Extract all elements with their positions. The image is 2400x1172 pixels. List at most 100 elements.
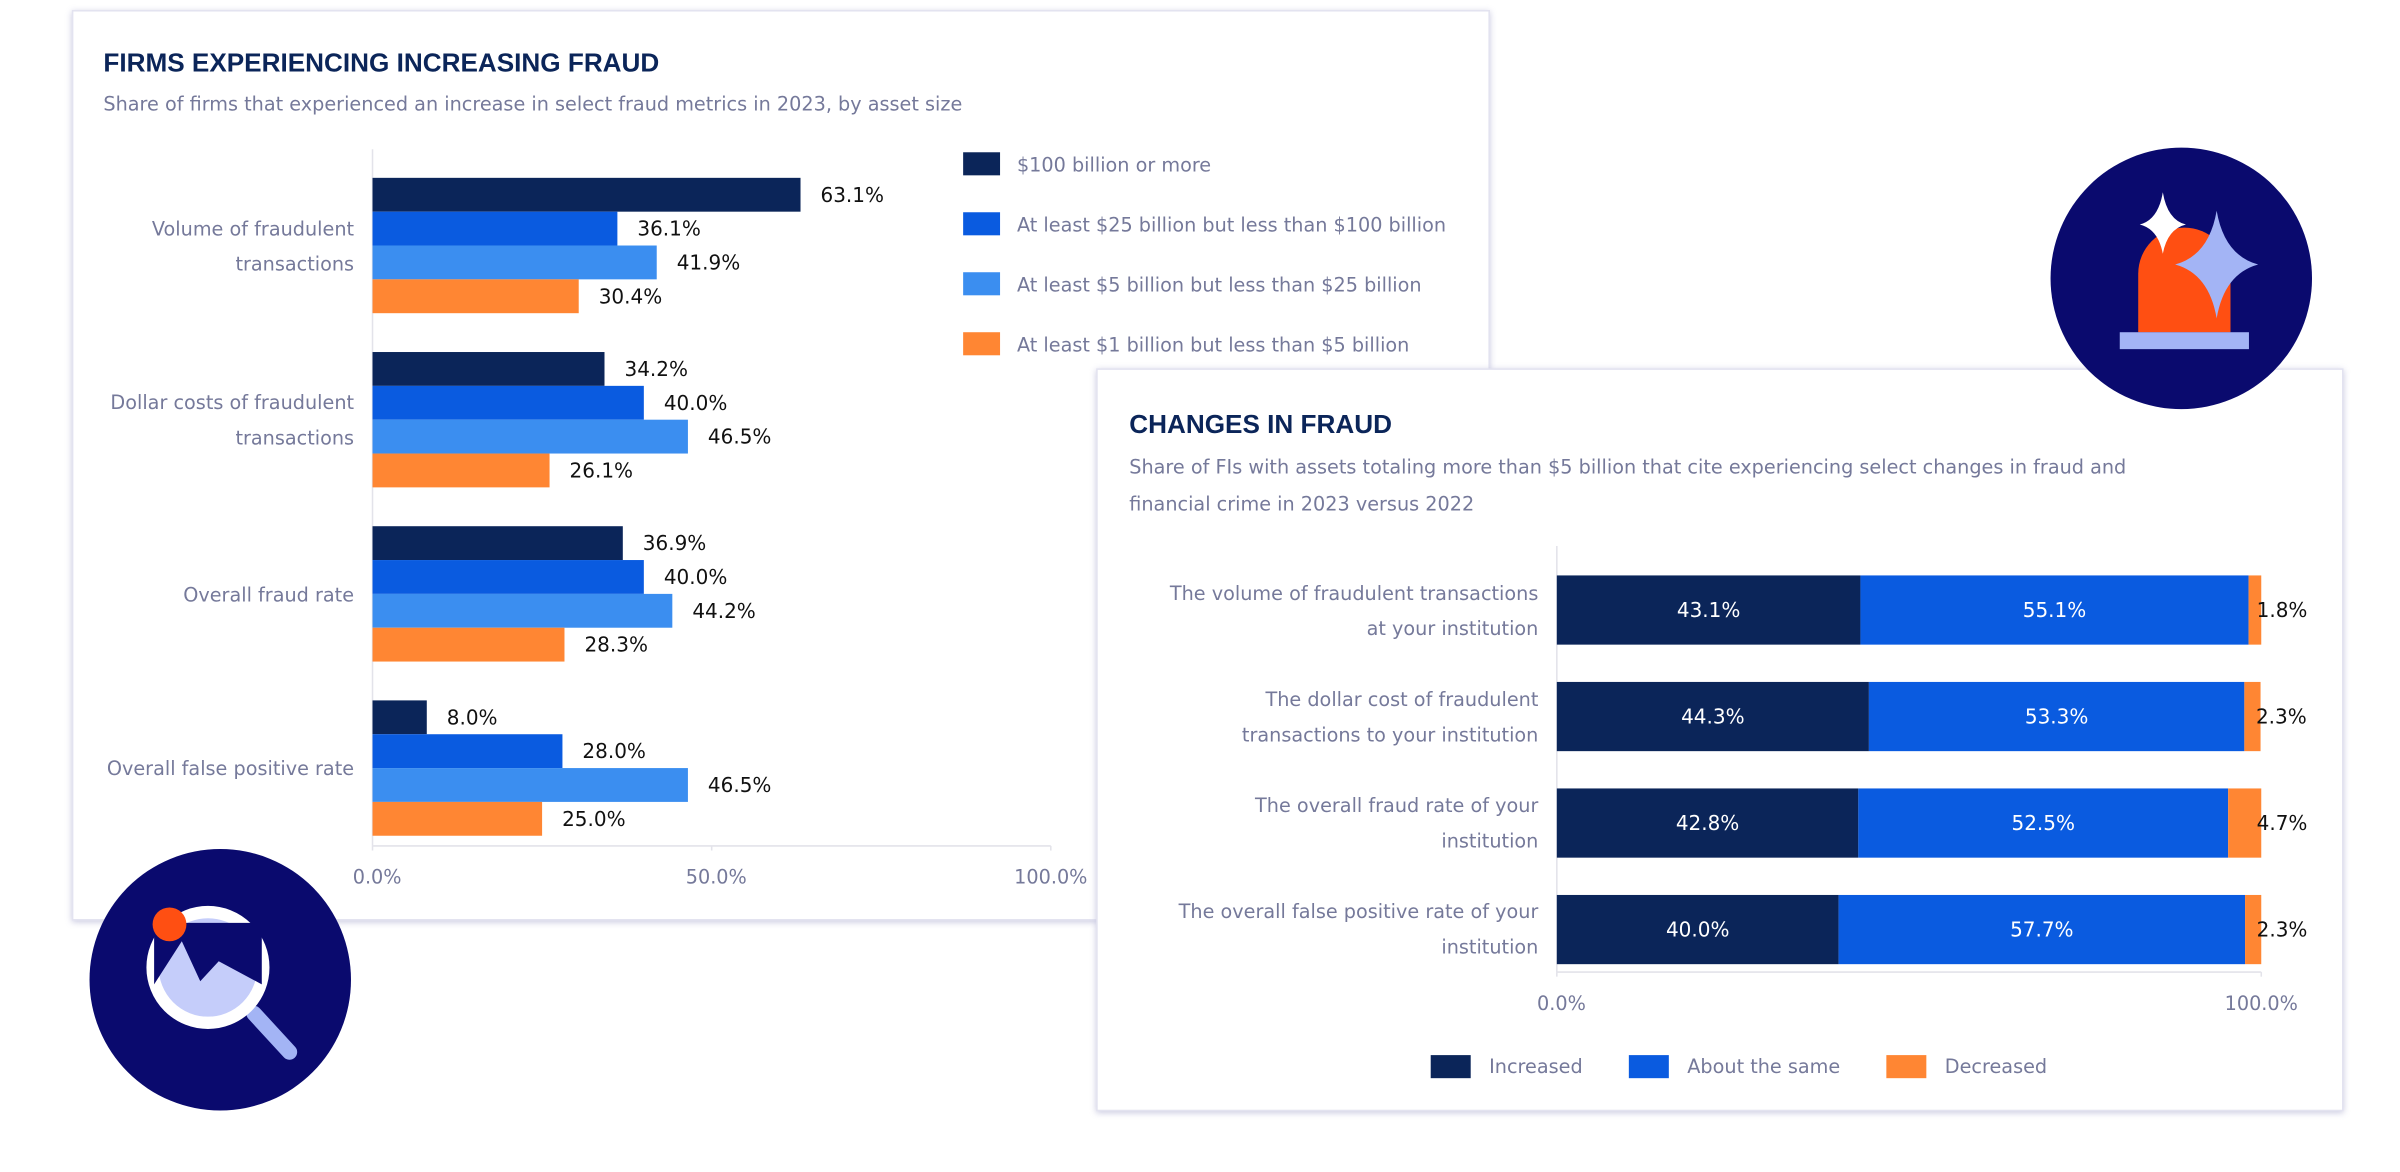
legend-swatch (963, 152, 1001, 176)
bar-segment (2248, 575, 2262, 645)
legend-label: At least $5 billion but less than $25 bi… (1017, 274, 1422, 297)
bar-segment (1556, 681, 1869, 752)
bar (372, 453, 550, 488)
value-label: 1.8% (2257, 598, 2308, 622)
category-label: The overall fraud rate of your instituti… (1255, 793, 1539, 853)
category-label: The volume of fraudulent transactions at… (1169, 580, 1539, 640)
value-label: 52.5% (2011, 811, 2075, 835)
bar (372, 279, 579, 314)
bar-segment (2228, 788, 2262, 858)
chart-title: FIRMS EXPERIENCING INCREASING FRAUD (103, 48, 659, 78)
x-tick-label: 50.0% (686, 866, 747, 889)
value-label: 30.4% (599, 284, 663, 308)
value-label: 41.9% (677, 250, 741, 274)
search-icon (89, 849, 351, 1111)
bar (372, 768, 688, 802)
bar (372, 211, 618, 246)
value-label: 26.1% (570, 458, 634, 482)
category-label-box: The overall fraud rate of your instituti… (1255, 793, 1539, 853)
legend-swatch (963, 212, 1001, 236)
legend-swatch (1886, 1055, 1927, 1079)
value-label: 46.5% (708, 773, 772, 797)
x-tick-label: 0.0% (1537, 992, 1586, 1015)
value-label: 34.2% (624, 357, 688, 381)
category-label-box: Dollar costs of fraudulent transactions (110, 390, 355, 449)
category-label: Overall fraud rate (183, 582, 355, 606)
legend-label: At least $25 billion but less than $100 … (1017, 214, 1446, 237)
value-label: 40.0% (1666, 918, 1730, 942)
category-label: Dollar costs of fraudulent transactions (110, 390, 355, 449)
category-label-box: Overall false positive rate (106, 756, 355, 780)
legend-swatch (963, 332, 1001, 356)
chart: CHANGES IN FRAUD Share of FIs with assets… (1129, 409, 2308, 1079)
alarm-icon (2050, 147, 2313, 410)
bar (372, 734, 563, 769)
value-label: 44.2% (692, 599, 756, 623)
chart-subtitle: Share of FIs with assets totaling more t… (1129, 455, 2127, 516)
value-label: 25.0% (562, 807, 625, 831)
bar (372, 385, 644, 420)
bar (372, 801, 543, 836)
category-label-box: The overall false positive rate of your … (1178, 900, 1539, 959)
bar-segment (1868, 681, 2245, 752)
value-label: 36.9% (643, 531, 707, 555)
category-label-box: Overall fraud rate (183, 582, 355, 606)
category-label-box: Volume of fraudulent transactions (151, 216, 355, 275)
category-label-box: The volume of fraudulent transactions at… (1169, 580, 1539, 640)
x-tick-label: 100.0% (1014, 866, 1087, 889)
chart-subtitle-box: Share of FIs with assets totaling more t… (1129, 455, 2127, 516)
value-label: 57.7% (2010, 918, 2074, 942)
value-label: 63.1% (821, 183, 885, 207)
bar (372, 560, 644, 594)
bar-segment (1838, 894, 2246, 965)
value-label: 8.0% (447, 705, 498, 729)
legend-label: At least $1 billion but less than $5 bil… (1017, 334, 1409, 357)
value-label: 2.3% (2256, 705, 2307, 729)
legend-swatch (963, 272, 1001, 296)
value-label: 40.0% (664, 391, 728, 415)
x-tick-label: 100.0% (2225, 992, 2298, 1015)
value-label: 40.0% (664, 565, 728, 589)
bar (372, 352, 605, 386)
legend-swatch (1430, 1055, 1471, 1079)
chart-subtitle: Share of firms that experienced an incre… (103, 92, 963, 116)
value-label: 28.3% (584, 633, 647, 657)
value-label: 53.3% (2025, 705, 2089, 729)
value-label: 2.3% (2257, 918, 2308, 942)
bar (372, 700, 427, 735)
legend-label: $100 billion or more (1017, 154, 1211, 177)
category-label: The dollar cost of fraudulent transactio… (1241, 687, 1539, 746)
bar-segment (1858, 788, 2229, 858)
value-label: 46.5% (708, 425, 772, 449)
chart-title: CHANGES IN FRAUD (1129, 409, 1392, 439)
bar (372, 177, 801, 212)
chart-subtitle-box: Share of firms that experienced an incre… (103, 92, 963, 116)
x-tick-label: 0.0% (353, 866, 402, 889)
value-label: 36.1% (637, 217, 701, 241)
value-label: 42.8% (1676, 811, 1740, 835)
value-label: 28.0% (582, 739, 646, 763)
value-label: 55.1% (2023, 598, 2087, 622)
bar (372, 419, 688, 454)
category-label: Volume of fraudulent transactions (151, 216, 355, 275)
bar-segment (1860, 575, 2249, 645)
bar (372, 593, 673, 628)
bar (372, 245, 657, 280)
legend-swatch (1628, 1055, 1669, 1079)
bar-segment (2244, 681, 2261, 752)
legend-label: Increased (1489, 1055, 1583, 1078)
bar-segment (2245, 894, 2262, 965)
bar-segment (1556, 894, 1839, 965)
legend-label: Decreased (1945, 1055, 2047, 1078)
bar-segment (1556, 788, 1859, 858)
bar (372, 627, 565, 662)
bar-segment (1556, 575, 1861, 645)
category-label: The overall false positive rate of your … (1178, 900, 1539, 959)
legend-label: About the same (1687, 1055, 1840, 1078)
category-label: Overall false positive rate (106, 756, 355, 780)
value-label: 4.7% (2257, 811, 2308, 835)
value-label: 43.1% (1677, 598, 1741, 622)
bar (372, 526, 623, 561)
